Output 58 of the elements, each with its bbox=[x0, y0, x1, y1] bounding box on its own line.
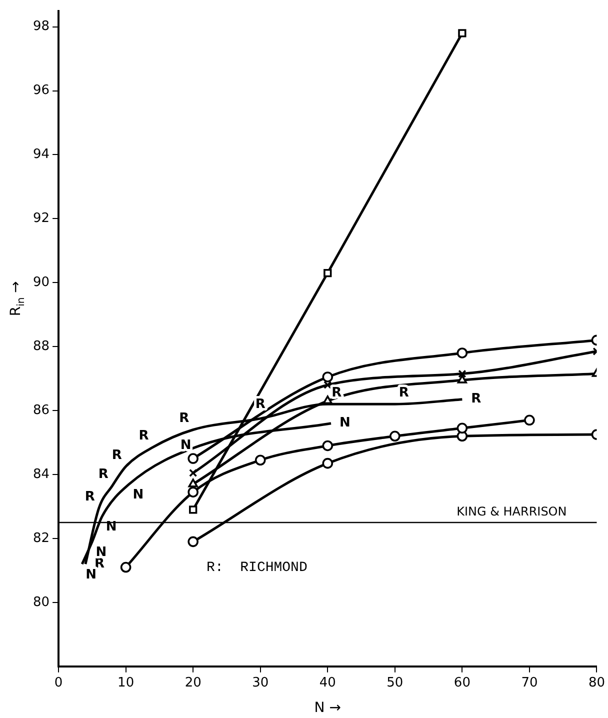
point bbox=[188, 486, 198, 498]
x-tick-label: 70 bbox=[521, 676, 538, 691]
x-tick-label: 80 bbox=[588, 676, 605, 691]
y-tick-label: 90 bbox=[32, 275, 50, 290]
text: R bbox=[471, 392, 482, 407]
y-tick-label: 84 bbox=[32, 466, 50, 482]
y-tick-label: 98 bbox=[32, 19, 50, 34]
text: R bbox=[255, 396, 266, 412]
x-tick-label: 50 bbox=[386, 676, 404, 691]
x-tick-label: 0 bbox=[54, 676, 63, 691]
text: R bbox=[94, 556, 104, 572]
text: N bbox=[132, 487, 144, 502]
point bbox=[189, 468, 198, 477]
point bbox=[456, 348, 468, 358]
point bbox=[524, 414, 535, 426]
point bbox=[188, 478, 198, 488]
x-tick-label: 40 bbox=[319, 676, 336, 691]
point bbox=[457, 374, 467, 384]
text: R bbox=[138, 428, 149, 444]
ref-line-label: KING & HARRISON bbox=[456, 504, 567, 519]
y-tick-label: 80 bbox=[32, 594, 50, 610]
point bbox=[322, 458, 334, 469]
point bbox=[458, 370, 466, 378]
text: R bbox=[98, 467, 108, 482]
point bbox=[189, 506, 198, 514]
y-tick-label: 82 bbox=[32, 530, 50, 546]
x-axis-title: N → bbox=[314, 700, 342, 716]
point bbox=[324, 268, 332, 278]
point bbox=[322, 372, 334, 382]
point bbox=[390, 430, 400, 442]
text: N bbox=[86, 567, 97, 582]
y-tick-label: 88 bbox=[32, 338, 50, 354]
point bbox=[458, 29, 466, 38]
y-tick-label: 96 bbox=[32, 83, 50, 98]
text: R bbox=[179, 411, 190, 426]
point bbox=[120, 562, 132, 573]
text: R bbox=[84, 489, 95, 504]
point bbox=[254, 454, 266, 466]
annotation: R: RICHMOND bbox=[206, 560, 308, 576]
x-tick-label: 10 bbox=[118, 676, 134, 691]
point bbox=[322, 440, 334, 452]
text: R bbox=[332, 386, 342, 401]
y-tick-label: 86 bbox=[32, 402, 50, 418]
point bbox=[324, 380, 332, 390]
y-tick-label: 92 bbox=[32, 211, 50, 226]
x-tick-label: 30 bbox=[252, 676, 269, 691]
series-label: R bbox=[398, 386, 409, 401]
y-tick-label: 94 bbox=[32, 147, 50, 162]
point bbox=[188, 453, 198, 464]
x-tick-label: 20 bbox=[184, 676, 202, 691]
point bbox=[456, 422, 468, 434]
x-tick-label: 60 bbox=[454, 676, 470, 691]
series-label: N bbox=[180, 438, 192, 454]
point bbox=[322, 396, 332, 404]
text: N bbox=[340, 416, 350, 431]
point bbox=[188, 536, 198, 548]
text: R bbox=[112, 448, 122, 463]
y-axis-title: Rin → bbox=[8, 280, 27, 316]
